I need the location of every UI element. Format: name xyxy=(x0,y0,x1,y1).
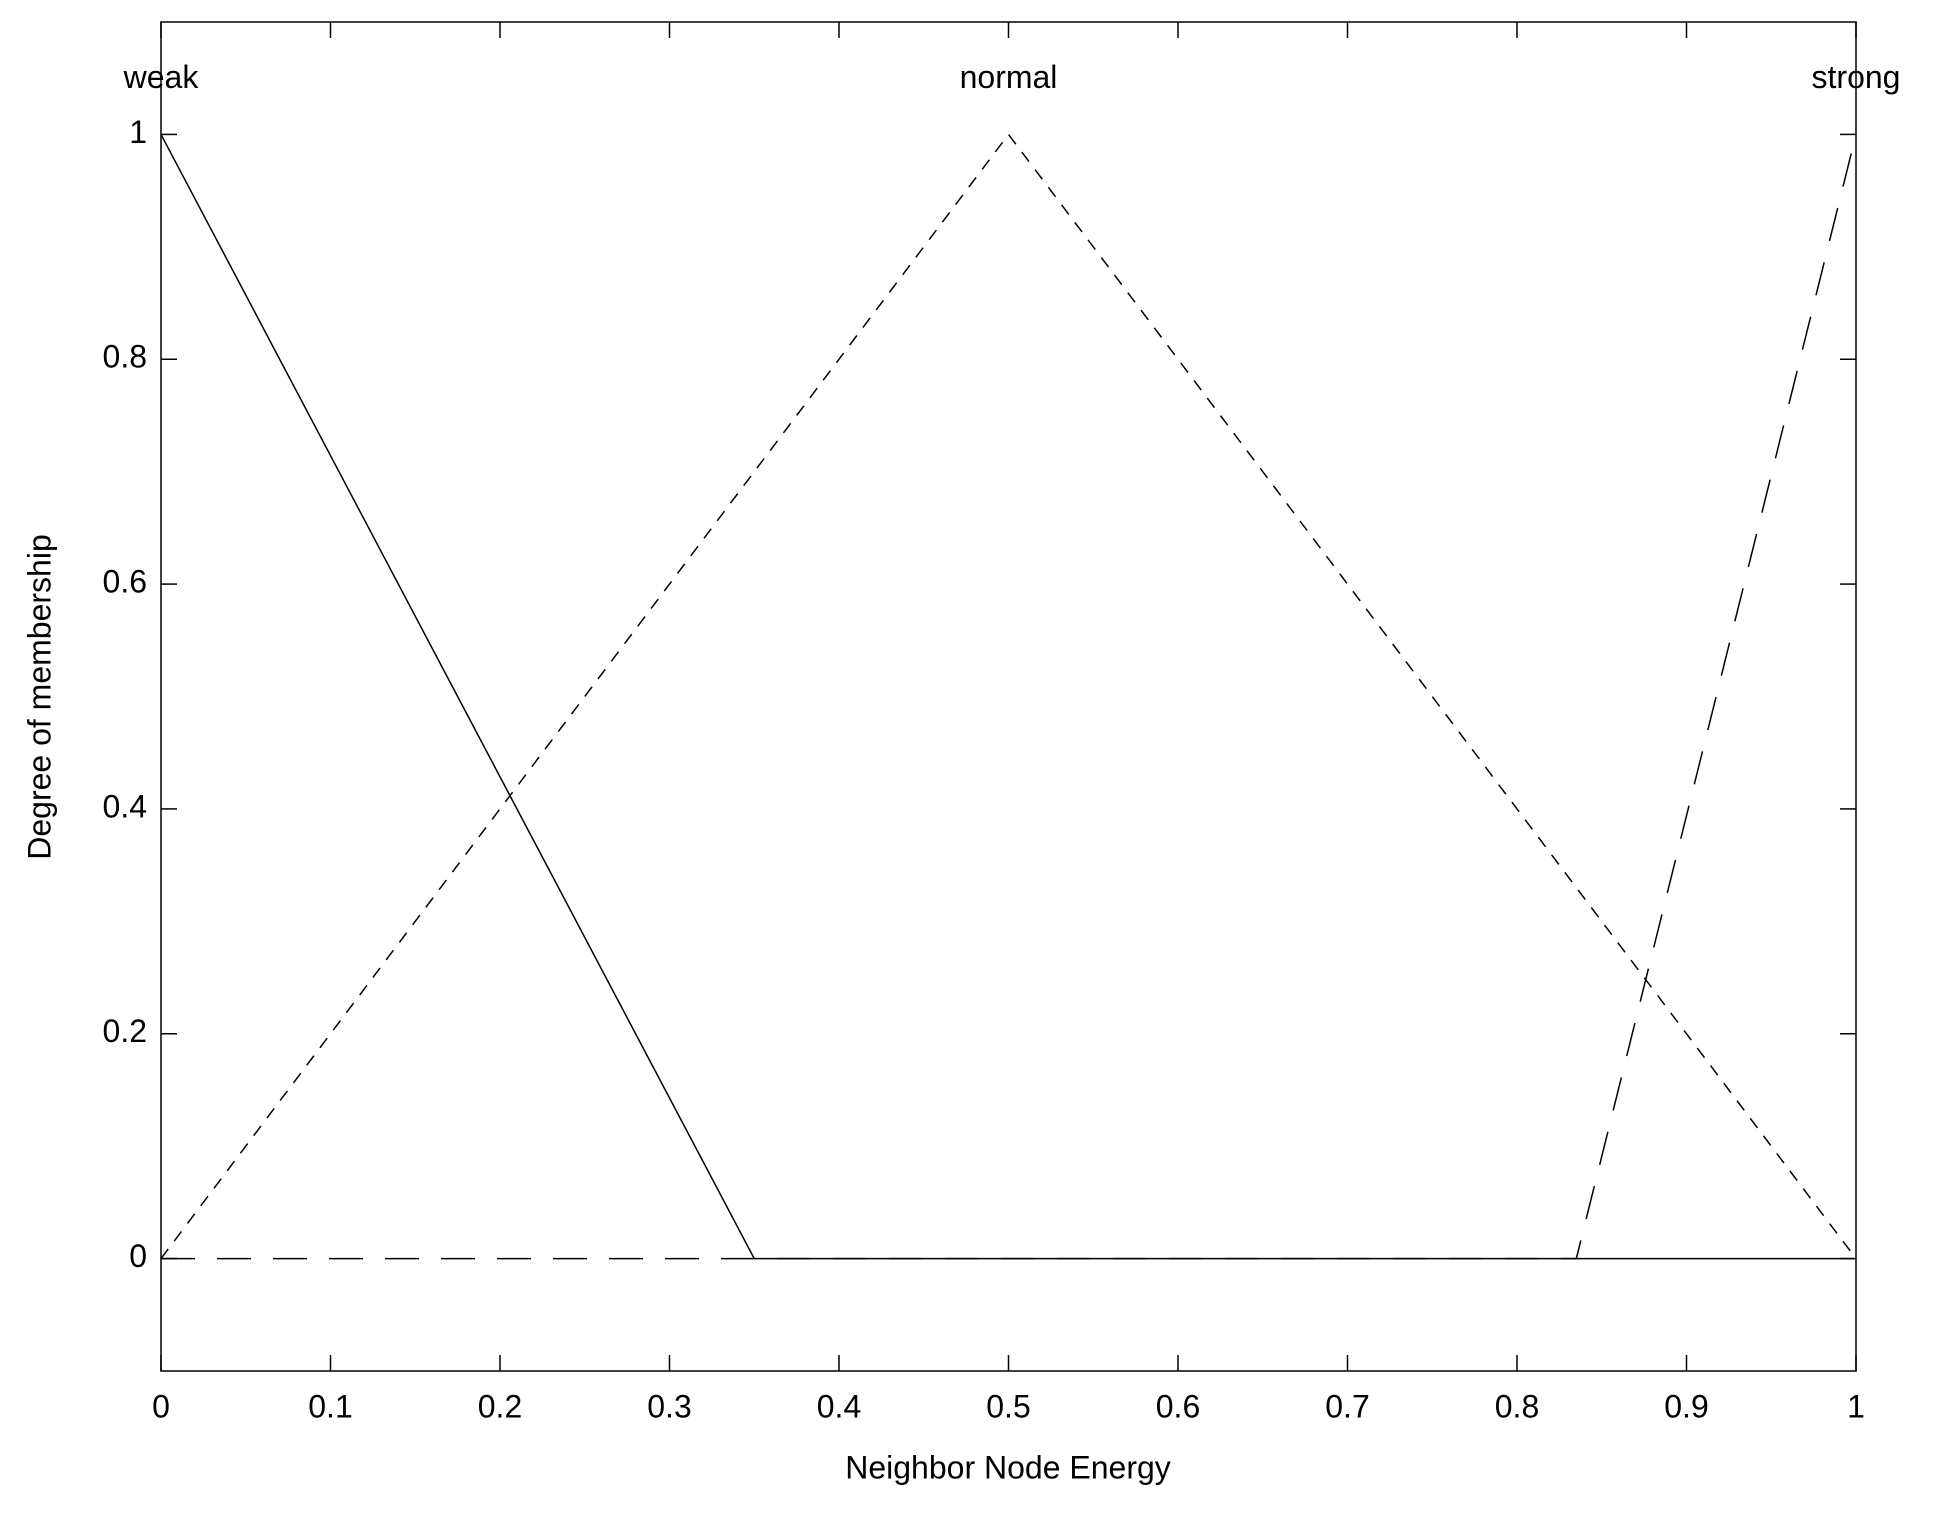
y-axis-label: Degree of membership xyxy=(21,534,57,859)
y-tick-label: 0.8 xyxy=(103,339,147,375)
x-tick-label: 0.6 xyxy=(1156,1388,1200,1424)
x-axis-label: Neighbor Node Energy xyxy=(845,1449,1171,1485)
y-tick-label: 0.2 xyxy=(103,1013,147,1049)
x-tick-label: 0.8 xyxy=(1495,1388,1539,1424)
y-tick-label: 1 xyxy=(129,114,147,150)
x-tick-label: 1 xyxy=(1847,1388,1865,1424)
membership-label: normal xyxy=(960,59,1058,95)
x-tick-label: 0.3 xyxy=(647,1388,691,1424)
y-tick-label: 0 xyxy=(129,1238,147,1274)
x-tick-label: 0.1 xyxy=(308,1388,352,1424)
y-tick-label: 0.4 xyxy=(103,788,147,824)
membership-line xyxy=(160,133,1857,1260)
x-tick-label: 0.2 xyxy=(478,1388,522,1424)
x-tick-label: 0.7 xyxy=(1325,1388,1369,1424)
x-tick-label: 0.4 xyxy=(817,1388,861,1424)
membership-label: strong xyxy=(1812,59,1901,95)
x-tick-label: 0.9 xyxy=(1664,1388,1708,1424)
membership-label: weak xyxy=(123,59,200,95)
membership-line xyxy=(161,134,1857,1260)
plot-frame xyxy=(160,21,1857,1372)
membership-line xyxy=(160,134,1856,1260)
y-tick-label: 0.6 xyxy=(103,564,147,600)
x-tick-label: 0.5 xyxy=(986,1388,1030,1424)
x-tick-label: 0 xyxy=(152,1388,170,1424)
